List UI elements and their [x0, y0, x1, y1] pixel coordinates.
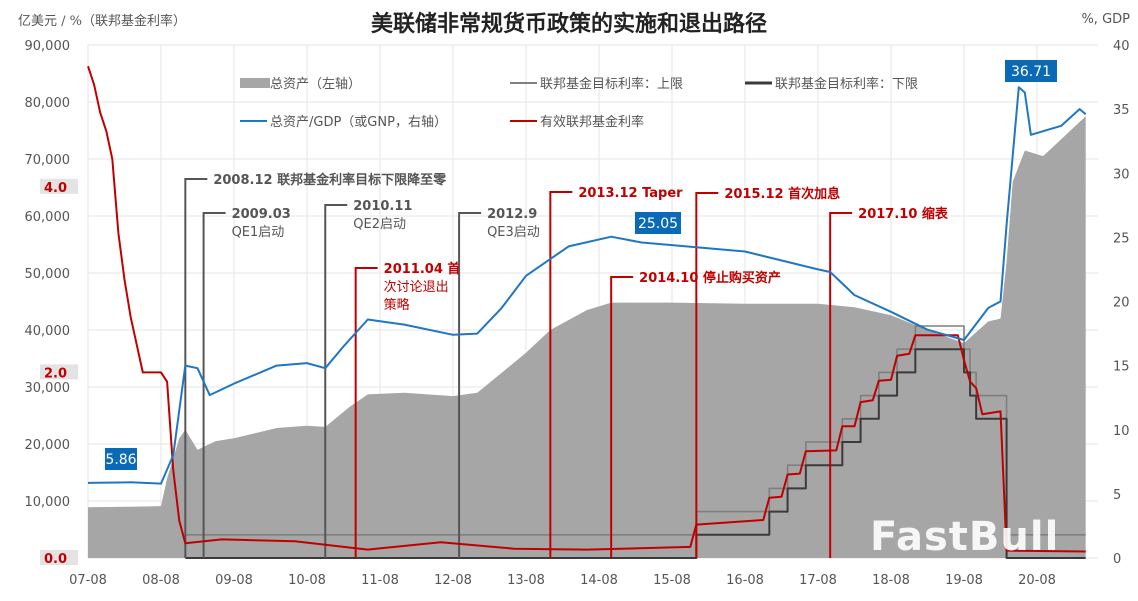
- left-tick-label: 80,000: [25, 96, 71, 111]
- rate-tick-bg: [40, 178, 78, 194]
- annotation-label: 2011.04 首: [384, 261, 461, 277]
- x-tick-label: 16-08: [726, 573, 764, 588]
- effective-rate-line: [87, 65, 1086, 553]
- right-tick-label: 35: [1113, 103, 1130, 118]
- annotation-marker: [202, 212, 226, 558]
- annotation-marker: [184, 178, 208, 558]
- annotation-marker: [695, 192, 719, 558]
- legend-label: 总资产/GDP（或GNP，右轴）: [270, 115, 447, 130]
- x-tick-label: 12-08: [434, 573, 472, 588]
- chart-title: 美联储非常规货币政策的实施和退出路径: [370, 11, 767, 37]
- x-tick-label: 07-08: [69, 573, 107, 588]
- rate-tick-label: 2.0: [44, 366, 67, 381]
- rate-tick-bg: [40, 550, 78, 565]
- x-tick-label: 10-08: [288, 573, 326, 588]
- right-tick-label: 15: [1113, 360, 1130, 375]
- annotation-label: QE1启动: [232, 225, 285, 240]
- right-tick-label: 20: [1113, 296, 1130, 311]
- x-tick-label: 08-08: [142, 573, 180, 588]
- right-axis-label: %, GDP: [1081, 12, 1130, 27]
- callout-box: [105, 448, 137, 470]
- callout-box: [1005, 60, 1057, 82]
- assets-gdp-line: [87, 86, 1087, 485]
- legend-label: 总资产（左轴）: [270, 77, 361, 92]
- annotation-label: 2012.9: [487, 207, 537, 222]
- legend-label: 联邦基金目标利率：下限: [775, 76, 918, 92]
- callout-label: 25.05: [638, 216, 678, 232]
- callout-label: 5.86: [105, 452, 136, 468]
- legend-swatch: [240, 78, 270, 88]
- annotation-label: 2008.12 联邦基金利率目标下限降至零: [213, 172, 447, 188]
- left-axis-label: 亿美元 / %（联邦基金利率）: [18, 14, 186, 29]
- x-tick-label: 09-08: [215, 573, 253, 588]
- rate-tick-bg: [40, 364, 78, 380]
- left-tick-label: 40,000: [25, 324, 71, 339]
- right-tick-label: 30: [1113, 167, 1130, 182]
- x-tick-label: 18-08: [872, 573, 910, 588]
- annotation-label: 2017.10 缩表: [858, 206, 949, 222]
- annotation-label: 2014.10 停止购买资产: [639, 270, 781, 286]
- rate-tick-label: 0.0: [44, 552, 67, 567]
- left-tick-label: 50,000: [25, 267, 71, 282]
- left-tick-label: 60,000: [25, 210, 71, 225]
- annotation-marker: [354, 267, 378, 558]
- annotation-label: QE3启动: [487, 225, 540, 240]
- annotation-label: 2013.12 Taper: [578, 186, 683, 201]
- x-tick-label: 14-08: [580, 573, 618, 588]
- legend-label: 有效联邦基金利率: [540, 114, 644, 130]
- target-lower-line: [185, 348, 1086, 559]
- x-tick-label: 15-08: [653, 573, 691, 588]
- left-tick-label: 10,000: [25, 495, 71, 510]
- callout-label: 36.71: [1011, 64, 1051, 80]
- x-tick-label: 13-08: [507, 573, 545, 588]
- x-tick-label: 19-08: [945, 573, 983, 588]
- annotation-label: 策略: [384, 297, 410, 313]
- right-tick-label: 10: [1113, 424, 1130, 439]
- right-tick-label: 0: [1113, 552, 1121, 567]
- right-tick-label: 5: [1113, 488, 1121, 503]
- annotation-label: 2015.12 首次加息: [724, 186, 840, 202]
- right-tick-label: 40: [1113, 39, 1130, 54]
- annotation-marker: [458, 212, 482, 558]
- x-tick-label: 17-08: [799, 573, 837, 588]
- callout-box: [635, 212, 681, 234]
- right-tick-label: 25: [1113, 231, 1130, 246]
- x-tick-label: 20-08: [1018, 573, 1056, 588]
- left-tick-label: 70,000: [25, 153, 71, 168]
- x-tick-label: 11-08: [361, 573, 399, 588]
- annotation-marker: [324, 204, 348, 558]
- left-tick-label: 90,000: [25, 39, 71, 54]
- watermark-logo: FastBull: [870, 514, 1059, 560]
- annotation-label: 次讨论退出: [384, 279, 449, 295]
- annotation-label: QE2启动: [353, 217, 406, 232]
- annotation-marker: [829, 212, 853, 558]
- left-tick-label: 20,000: [25, 438, 71, 453]
- legend-label: 联邦基金目标利率：上限: [540, 76, 683, 92]
- rate-tick-label: 4.0: [44, 181, 67, 196]
- annotation-marker: [610, 276, 634, 558]
- annotation-marker: [549, 191, 573, 558]
- left-tick-label: 30,000: [25, 381, 71, 396]
- annotation-label: 2010.11: [353, 199, 412, 214]
- annotation-label: 2009.03: [232, 207, 291, 222]
